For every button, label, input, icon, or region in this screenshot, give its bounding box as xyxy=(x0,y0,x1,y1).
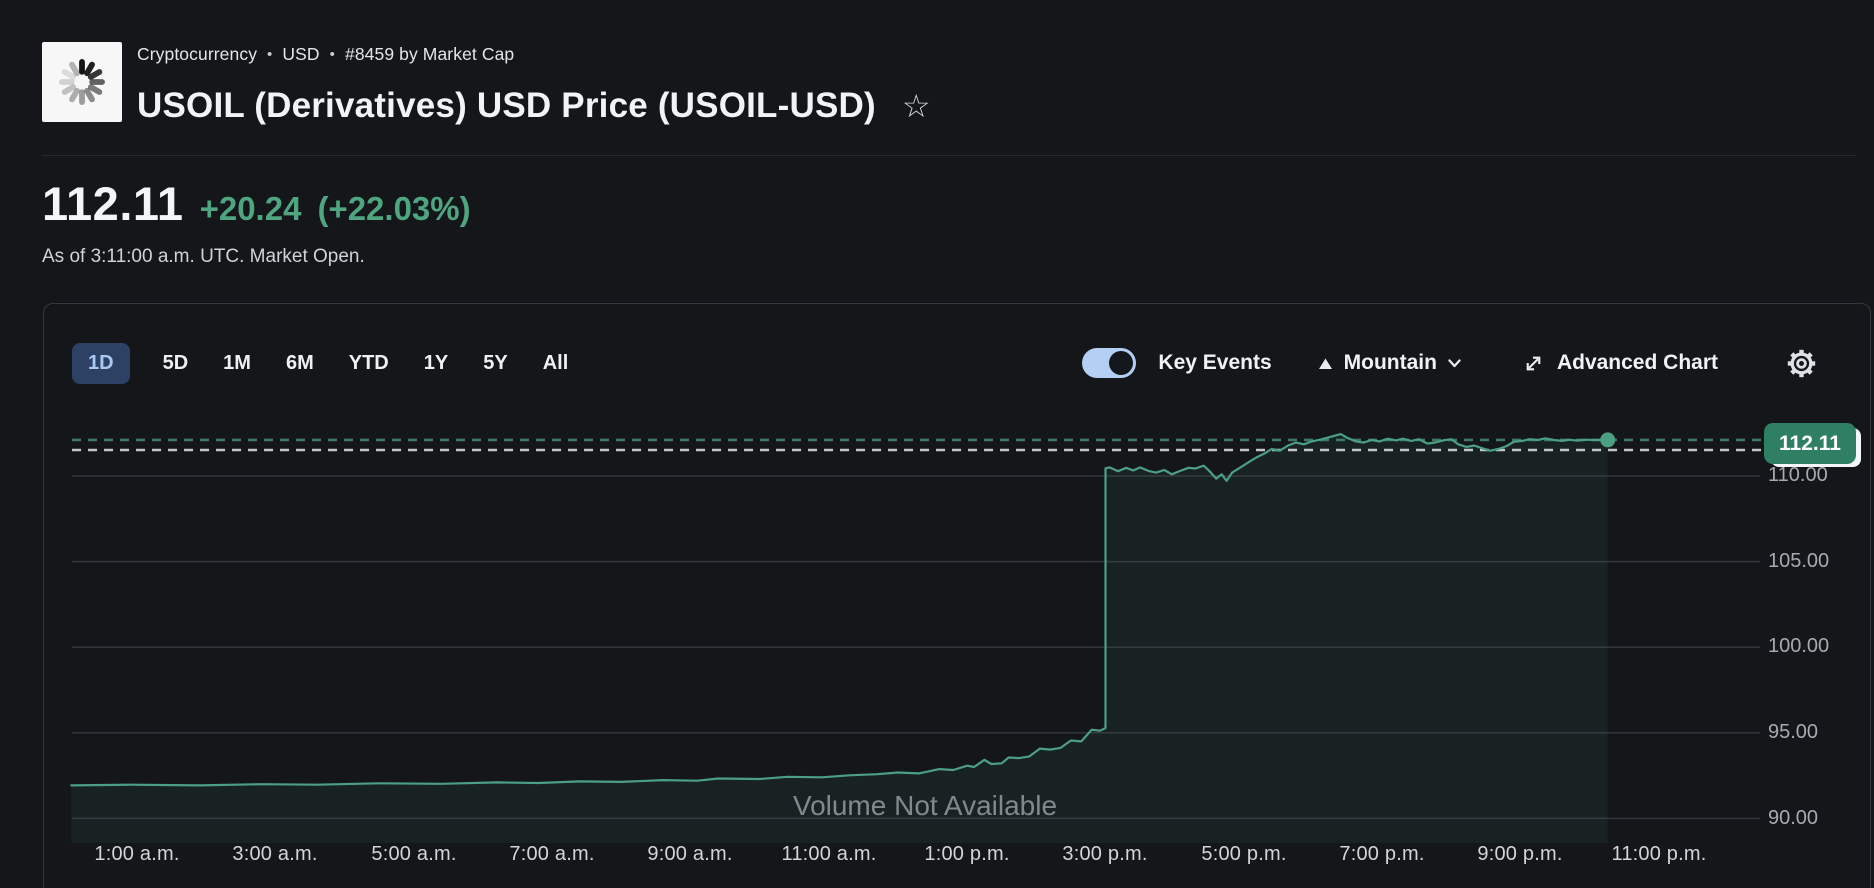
expand-arrows-icon xyxy=(1523,353,1544,374)
price-change-percent: (+22.03%) xyxy=(317,190,471,227)
header-divider xyxy=(42,155,1856,156)
gear-icon[interactable] xyxy=(1786,348,1817,379)
y-axis-label: 105.00 xyxy=(1768,550,1830,572)
range-tab-ytd[interactable]: YTD xyxy=(348,351,389,374)
breadcrumb-separator: • xyxy=(329,46,336,63)
chart-type-label: Mountain xyxy=(1343,351,1437,374)
as-of-timestamp: As of 3:11:00 a.m. UTC. Market Open. xyxy=(42,246,365,267)
x-axis-label: 3:00 a.m. xyxy=(232,843,318,865)
x-axis-label: 1:00 a.m. xyxy=(94,843,180,865)
x-axis-label: 9:00 a.m. xyxy=(647,843,733,865)
volume-note: Volume Not Available xyxy=(792,790,1058,821)
range-tabs: 1D 5D 1M 6M YTD 1Y 5Y All xyxy=(72,342,570,384)
chevron-down-icon xyxy=(1448,358,1461,368)
key-events-toggle[interactable] xyxy=(1082,348,1137,378)
range-tab-5y[interactable]: 5Y xyxy=(483,351,508,374)
range-tab-6m[interactable]: 6M xyxy=(285,351,314,374)
range-tab-5d[interactable]: 5D xyxy=(162,351,189,374)
breadcrumb-segment[interactable]: Cryptocurrency xyxy=(137,44,258,64)
range-tab-1y[interactable]: 1Y xyxy=(423,351,449,374)
advanced-chart-button[interactable]: Advanced Chart xyxy=(1523,351,1718,375)
star-icon[interactable]: ☆ xyxy=(901,88,931,124)
range-tab-all[interactable]: All xyxy=(542,351,569,374)
range-tab-1d[interactable]: 1D xyxy=(72,342,130,384)
x-axis-label: 7:00 a.m. xyxy=(509,843,595,865)
toggle-knob xyxy=(1109,351,1134,375)
chart-type-dropdown[interactable]: Mountain xyxy=(1318,351,1461,375)
y-axis-label: 90.00 xyxy=(1768,807,1819,829)
x-axis-label: 9:00 p.m. xyxy=(1477,843,1563,865)
x-axis-label: 1:00 p.m. xyxy=(924,843,1010,865)
y-axis-label: 100.00 xyxy=(1768,635,1830,657)
chart-panel: 1D 5D 1M 6M YTD 1Y 5Y All Key Events Mou… xyxy=(43,303,1871,888)
y-axis-label: 110.00 xyxy=(1768,464,1828,486)
page-title: USOIL (Derivatives) USD Price (USOIL-USD… xyxy=(137,86,876,125)
breadcrumb: Cryptocurrency • USD • #8459 by Market C… xyxy=(137,44,514,65)
key-events-label: Key Events xyxy=(1158,351,1272,374)
breadcrumb-segment[interactable]: USD xyxy=(282,44,320,64)
breadcrumb-separator: • xyxy=(267,46,273,63)
advanced-chart-label: Advanced Chart xyxy=(1556,351,1718,374)
y-axis-label: 95.00 xyxy=(1768,721,1819,743)
breadcrumb-segment[interactable]: #8459 by Market Cap xyxy=(345,44,515,64)
range-tab-1m[interactable]: 1M xyxy=(223,351,251,374)
x-axis-label: 7:00 p.m. xyxy=(1339,843,1425,865)
x-axis-label: 11:00 p.m. xyxy=(1611,843,1707,865)
price-change: +20.24 xyxy=(199,190,302,227)
chart-toolbar: 1D 5D 1M 6M YTD 1Y 5Y All Key Events Mou… xyxy=(72,342,1817,384)
current-price-badge: 112.11 xyxy=(1764,423,1856,464)
x-axis-label: 11:00 a.m. xyxy=(781,843,877,865)
x-axis-label: 5:00 a.m. xyxy=(371,843,457,865)
asset-logo xyxy=(42,42,122,122)
x-axis-label: 5:00 p.m. xyxy=(1201,843,1287,865)
current-price: 112.11 xyxy=(42,177,184,230)
mountain-icon xyxy=(1318,357,1333,370)
loading-spinner-icon xyxy=(53,53,111,111)
x-axis-label: 3:00 p.m. xyxy=(1062,843,1148,865)
